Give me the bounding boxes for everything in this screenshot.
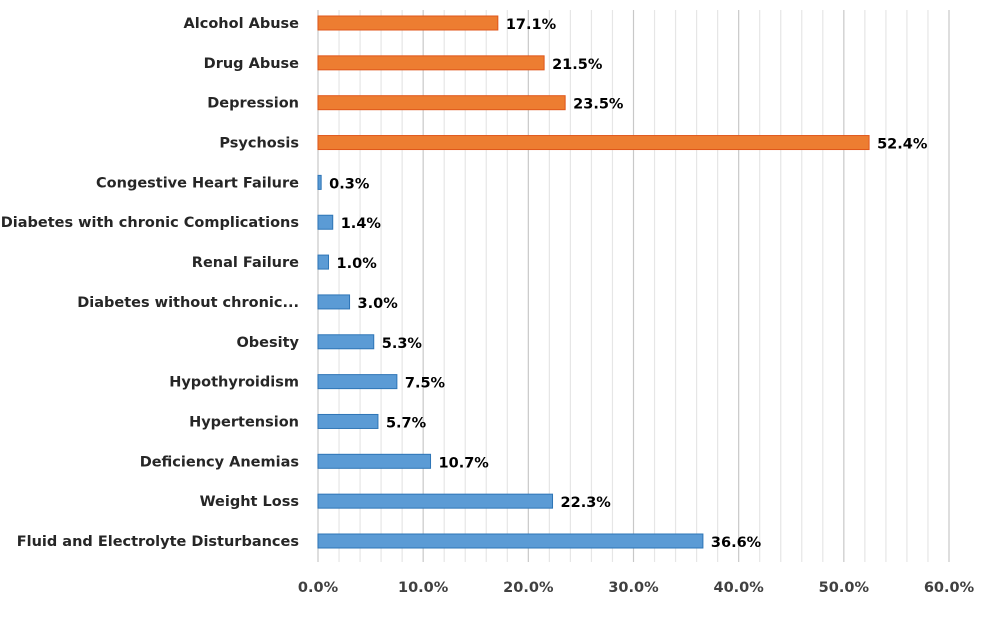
- value-label: 21.5%: [552, 57, 603, 73]
- category-label: Hypertension: [189, 414, 299, 430]
- category-label: Drug Abuse: [204, 56, 299, 72]
- bar: [317, 135, 870, 151]
- value-label: 3.0%: [358, 296, 399, 312]
- bar: [317, 453, 432, 469]
- bar: [317, 15, 499, 31]
- x-tick-label: 30.0%: [608, 580, 659, 596]
- x-tick-label: 60.0%: [924, 580, 975, 596]
- bar: [317, 95, 566, 111]
- category-label: Deficiency Anemias: [140, 454, 299, 470]
- value-label: 17.1%: [506, 17, 557, 33]
- x-tick-label: 0.0%: [298, 580, 339, 596]
- value-label: 52.4%: [877, 137, 928, 153]
- category-labels: Alcohol Abuse Drug Abuse Depression Psychos…: [1, 16, 300, 550]
- value-label: 23.5%: [573, 97, 624, 113]
- bar: [317, 55, 545, 71]
- x-tick-label: 20.0%: [503, 580, 554, 596]
- x-axis-ticks: 0.0% 10.0% 20.0% 30.0% 40.0% 50.0% 60.0%: [298, 580, 975, 596]
- category-label: Psychosis: [219, 136, 299, 152]
- bar: [317, 493, 554, 509]
- gridlines: [317, 10, 950, 562]
- value-label: 22.3%: [561, 495, 612, 511]
- category-label: Obesity: [236, 335, 299, 351]
- value-label: 7.5%: [405, 376, 446, 392]
- bar: [317, 294, 351, 310]
- x-tick-label: 10.0%: [398, 580, 449, 596]
- category-label: Renal Failure: [192, 255, 299, 271]
- value-label: 36.6%: [711, 535, 762, 551]
- category-label: Fluid and Electrolyte Disturbances: [17, 534, 299, 550]
- category-label: Hypothyroidism: [169, 375, 299, 391]
- category-label: Depression: [207, 96, 299, 112]
- value-label: 5.7%: [386, 415, 427, 431]
- category-label: Alcohol Abuse: [184, 16, 300, 32]
- category-label: Weight Loss: [200, 494, 299, 510]
- category-label: Diabetes with chronic Complications: [1, 215, 299, 231]
- bar: [317, 174, 322, 190]
- bar: [317, 254, 330, 270]
- category-label: Diabetes without chronic...: [77, 295, 299, 311]
- x-tick-label: 40.0%: [714, 580, 765, 596]
- bar: [317, 413, 379, 429]
- x-tick-label: 50.0%: [819, 580, 870, 596]
- value-label: 0.3%: [329, 176, 370, 192]
- category-label: Congestive Heart Failure: [96, 175, 299, 191]
- value-label: 1.4%: [341, 216, 382, 232]
- bar: [317, 334, 375, 350]
- bar: [317, 214, 334, 230]
- value-labels: 17.1% 21.5% 23.5% 52.4% 0.3% 1.4% 1.0% 3.0% 5.3%…: [329, 17, 928, 551]
- bar: [317, 374, 398, 390]
- value-label: 1.0%: [337, 256, 378, 272]
- value-label: 5.3%: [382, 336, 423, 352]
- bars: [317, 15, 870, 549]
- bar: [317, 533, 704, 549]
- value-label: 10.7%: [439, 455, 490, 471]
